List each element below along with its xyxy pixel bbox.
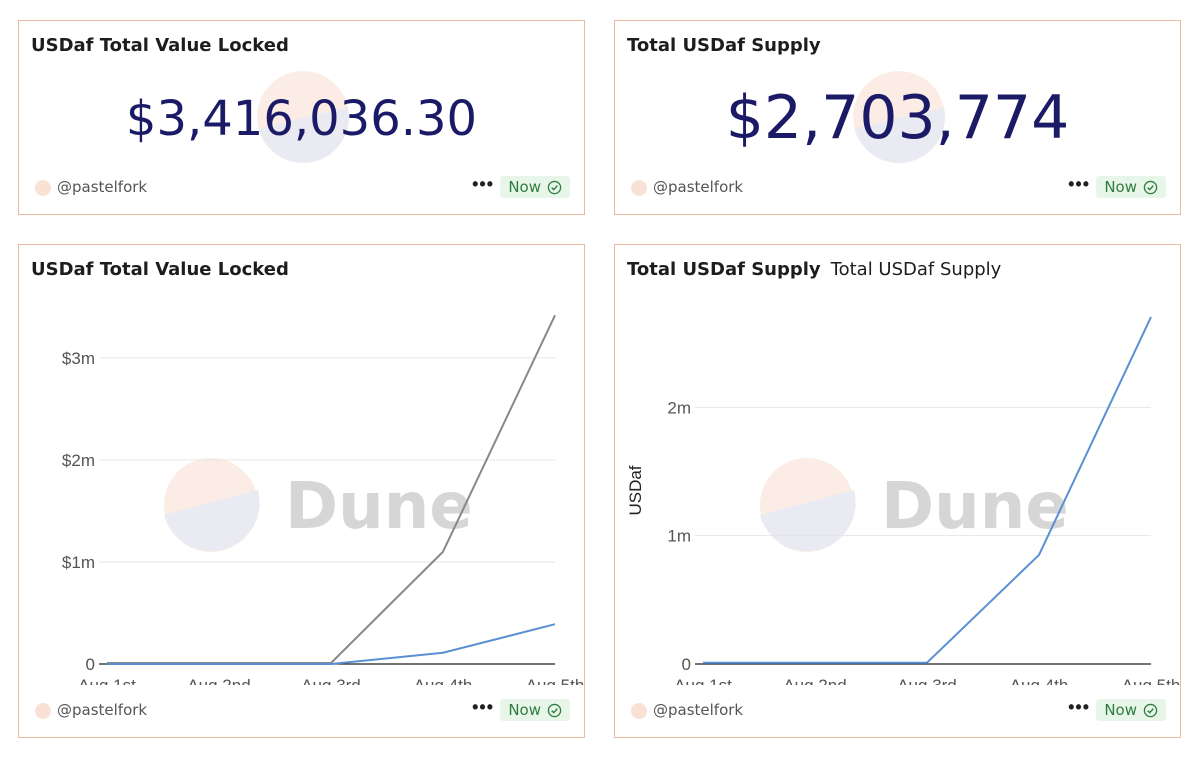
dune-logo-icon: [853, 71, 945, 163]
counter-body: $3,416,036.30: [19, 71, 584, 173]
counter-body: $2,703,774: [615, 71, 1180, 173]
y-axis-title: USDaf: [626, 465, 645, 515]
chart-title: USDaf Total Value Locked: [31, 259, 299, 280]
tvl-counter-card: USDaf Total Value Locked $3,416,036.30 @…: [18, 20, 585, 215]
card-footer: @pastelfork ••• Now: [33, 174, 570, 200]
x-tick-label: Aug 2nd: [783, 676, 846, 685]
watermark-text: Dune: [881, 470, 1069, 544]
avatar[interactable]: [631, 703, 647, 719]
series-line-1[interactable]: [107, 623, 556, 665]
y-tick-label: 0: [682, 655, 691, 674]
verified-check-icon: [1143, 703, 1158, 717]
watermark-text: Dune: [285, 470, 473, 544]
tvl-chart-card: USDaf Total Value Locked Dune 0 $1m $2m $3m…: [18, 244, 585, 738]
card-footer: @pastelfork ••• Now: [629, 697, 1166, 723]
counter-title: Total USDaf Supply: [627, 35, 821, 56]
y-tick-label: $3m: [62, 349, 95, 368]
x-tick-label: Aug 1st: [78, 676, 136, 685]
counter-title: USDaf Total Value Locked: [31, 35, 289, 56]
x-tick-label: Aug 3rd: [897, 676, 957, 685]
y-tick-label: 0: [86, 655, 95, 674]
y-tick-label: $1m: [62, 553, 95, 572]
x-tick-label: Aug 3rd: [301, 676, 361, 685]
watermark: [760, 458, 856, 552]
watermark: [164, 458, 260, 552]
more-options-icon[interactable]: •••: [472, 697, 494, 717]
series-line-0[interactable]: [703, 316, 1152, 664]
verified-check-icon: [1143, 180, 1158, 194]
y-tick-label: 2m: [667, 398, 691, 417]
chart-title-text: Total USDaf Supply: [627, 259, 821, 280]
avatar[interactable]: [35, 703, 51, 719]
x-tick-label: Aug 5th: [1122, 676, 1181, 685]
status-badge: Now: [1096, 699, 1166, 721]
status-text: Now: [1104, 701, 1137, 719]
y-tick-label: 1m: [667, 527, 691, 546]
series-line-0[interactable]: [107, 314, 556, 664]
status-badge: Now: [1096, 176, 1166, 198]
counter-value: $2,703,774: [725, 83, 1070, 153]
verified-check-icon: [547, 180, 562, 194]
dune-logo-icon: [257, 71, 349, 163]
status-text: Now: [508, 178, 541, 196]
y-tick-label: $2m: [62, 451, 95, 470]
avatar[interactable]: [35, 180, 51, 196]
x-tick-label: Aug 1st: [674, 676, 732, 685]
x-tick-label: Aug 5th: [526, 676, 585, 685]
verified-check-icon: [547, 703, 562, 717]
x-tick-label: Aug 2nd: [187, 676, 250, 685]
card-footer: @pastelfork ••• Now: [629, 174, 1166, 200]
more-options-icon[interactable]: •••: [1068, 697, 1090, 717]
author-link[interactable]: @pastelfork: [57, 178, 148, 196]
status-text: Now: [508, 701, 541, 719]
author-link[interactable]: @pastelfork: [653, 178, 744, 196]
card-footer: @pastelfork ••• Now: [33, 697, 570, 723]
supply-chart-card: Total USDaf Supply Total USDaf Supply Dun…: [614, 244, 1181, 738]
status-text: Now: [1104, 178, 1137, 196]
counter-value: $3,416,036.30: [125, 91, 478, 147]
x-tick-label: Aug 4th: [1010, 676, 1069, 685]
status-badge: Now: [500, 699, 570, 721]
chart-title: Total USDaf Supply Total USDaf Supply: [627, 259, 1001, 280]
more-options-icon[interactable]: •••: [472, 174, 494, 194]
tvl-line-chart[interactable]: Dune 0 $1m $2m $3m Aug 1st Aug 2nd Aug 3rd Aug …: [19, 245, 586, 685]
x-tick-label: Aug 4th: [414, 676, 473, 685]
status-badge: Now: [500, 176, 570, 198]
author-link[interactable]: @pastelfork: [653, 701, 744, 719]
dune-watermark-icon-lower: [164, 490, 260, 552]
avatar[interactable]: [631, 180, 647, 196]
supply-line-chart[interactable]: Dune 0 1m 2m Aug 1st Aug 2nd Aug 3rd Aug 4th Au…: [615, 245, 1182, 685]
more-options-icon[interactable]: •••: [1068, 174, 1090, 194]
chart-subtitle: Total USDaf Supply: [830, 259, 1002, 280]
chart-title-text: USDaf Total Value Locked: [31, 259, 289, 280]
author-link[interactable]: @pastelfork: [57, 701, 148, 719]
supply-counter-card: Total USDaf Supply $2,703,774 @pastelfor…: [614, 20, 1181, 215]
